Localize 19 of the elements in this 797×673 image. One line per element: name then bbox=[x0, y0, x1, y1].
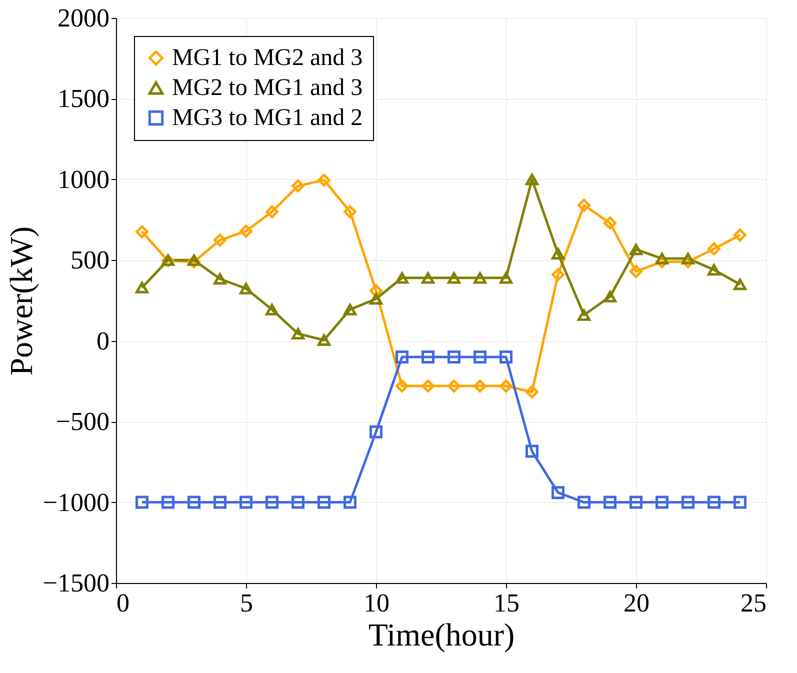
y-tick-label: −1500 bbox=[42, 568, 110, 598]
x-tick-label: 5 bbox=[240, 588, 253, 618]
x-axis-title: Time(hour) bbox=[368, 616, 515, 652]
x-tick-label: 15 bbox=[494, 588, 520, 618]
y-tick-label: 2000 bbox=[58, 4, 110, 32]
y-axis-title: Power(kW) bbox=[2, 226, 39, 376]
legend-label: MG1 to MG2 and 3 bbox=[172, 45, 363, 71]
y-tick-label: 0 bbox=[96, 326, 110, 356]
x-tick-label: 25 bbox=[740, 588, 766, 618]
legend-label: MG3 to MG1 and 2 bbox=[172, 105, 363, 131]
y-tick-label: 1000 bbox=[58, 164, 110, 194]
legend-label: MG2 to MG1 and 3 bbox=[172, 75, 363, 101]
x-tick-label: 0 bbox=[116, 588, 130, 618]
y-tick-label: −1000 bbox=[42, 488, 110, 517]
x-tick-label: 20 bbox=[624, 588, 650, 618]
y-tick-label: 500 bbox=[70, 246, 110, 275]
y-tick-label: −500 bbox=[56, 407, 110, 436]
x-tick-label: 10 bbox=[364, 588, 390, 618]
y-tick-label: 1500 bbox=[58, 84, 110, 114]
